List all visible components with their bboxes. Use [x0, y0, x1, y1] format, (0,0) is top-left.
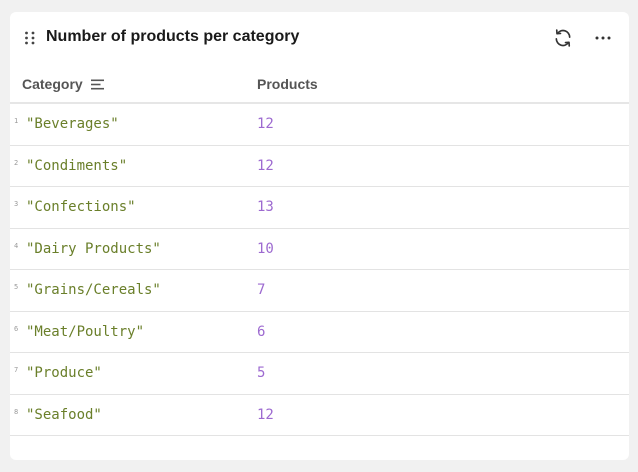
widget-header: Number of products per category	[10, 12, 629, 64]
category-cell[interactable]: "Meat/Poultry"	[26, 323, 145, 340]
more-horizontal-icon	[595, 36, 611, 40]
products-cell[interactable]: 7	[257, 282, 266, 298]
table-row: 6 "Meat/Poultry" 6	[10, 312, 629, 353]
products-cell[interactable]: 5	[257, 365, 266, 381]
more-options-button[interactable]	[592, 27, 614, 49]
table-header-row: Category Products	[10, 64, 629, 104]
column-header-products[interactable]: Products	[257, 76, 318, 92]
table-row: 8 "Seafood" 12	[10, 395, 629, 436]
row-number: 2	[14, 158, 19, 167]
widget-title: Number of products per category	[46, 28, 300, 45]
table-row: 2 "Condiments" 12	[10, 146, 629, 187]
table-row: 5 "Grains/Cereals" 7	[10, 270, 629, 312]
row-number: 5	[14, 283, 19, 291]
category-cell[interactable]: "Condiments"	[26, 157, 128, 174]
table-row: 3 "Confections" 13	[10, 187, 629, 229]
refresh-button[interactable]	[552, 27, 574, 49]
column-header-category[interactable]: Category	[22, 76, 105, 92]
table-row: 7 "Produce" 5	[10, 353, 629, 395]
sort-lines-icon[interactable]	[90, 79, 105, 90]
row-number: 4	[14, 241, 19, 250]
table-row: 4 "Dairy Products" 10	[10, 229, 629, 270]
drag-handle-icon[interactable]	[24, 31, 36, 45]
row-number: 1	[14, 117, 19, 125]
products-cell[interactable]: 6	[257, 323, 266, 340]
row-number: 8	[14, 407, 19, 416]
products-cell[interactable]: 10	[257, 240, 274, 257]
row-number: 7	[14, 366, 19, 374]
category-cell[interactable]: "Produce"	[26, 365, 102, 381]
category-cell[interactable]: "Seafood"	[26, 406, 102, 423]
products-cell[interactable]: 12	[257, 116, 274, 132]
widget-card: Number of products per category Category	[10, 12, 629, 460]
products-cell[interactable]: 12	[257, 406, 274, 423]
products-cell[interactable]: 12	[257, 157, 274, 174]
row-number: 3	[14, 200, 19, 208]
category-cell[interactable]: "Confections"	[26, 199, 136, 215]
category-cell[interactable]: "Grains/Cereals"	[26, 282, 161, 298]
category-cell[interactable]: "Beverages"	[26, 116, 119, 132]
results-table: Category Products 1 "Beverages" 12 2 "Co…	[10, 64, 629, 436]
table-row: 1 "Beverages" 12	[10, 104, 629, 146]
refresh-icon	[555, 29, 571, 47]
column-header-label: Category	[22, 76, 83, 92]
products-cell[interactable]: 13	[257, 199, 274, 215]
category-cell[interactable]: "Dairy Products"	[26, 240, 161, 257]
row-number: 6	[14, 324, 19, 333]
